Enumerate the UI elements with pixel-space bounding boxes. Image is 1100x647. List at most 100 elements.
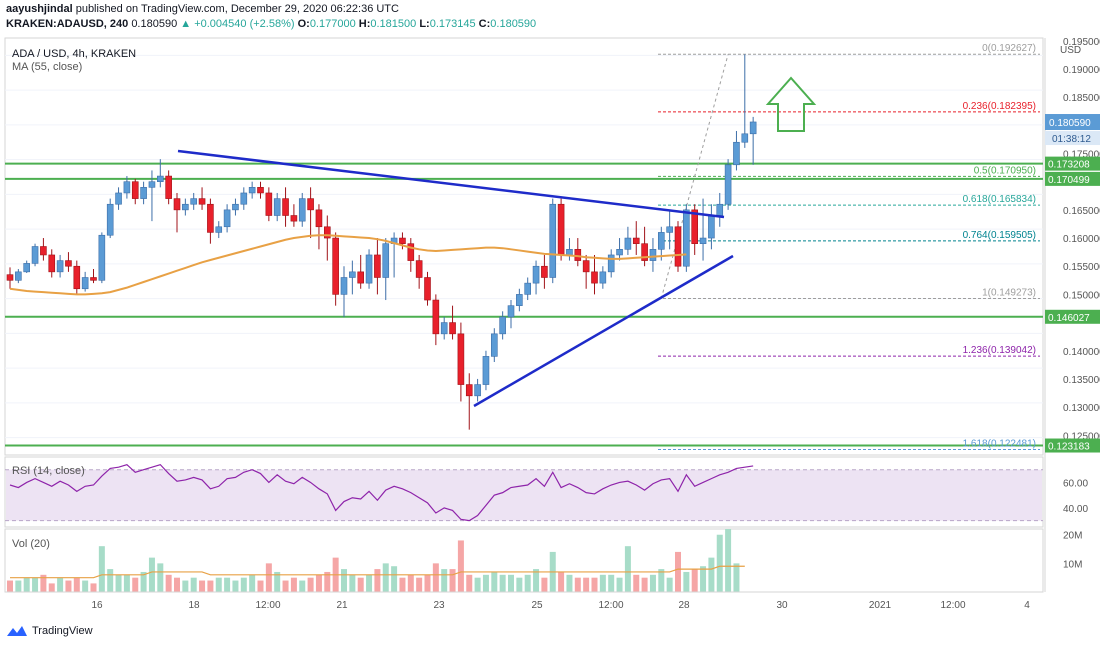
volume-bar [541, 577, 548, 592]
candle-body [173, 198, 181, 211]
candle-body [148, 181, 156, 188]
candle-body [649, 249, 657, 261]
volume-bar [57, 577, 64, 592]
volume-bar [624, 546, 631, 592]
volume-bar [666, 577, 673, 592]
legend-title: ADA / USD, 4h, KRAKEN [12, 48, 136, 60]
candle-body [641, 243, 648, 261]
level-price-label: 0.173208 [1048, 160, 1090, 171]
candle-body [549, 203, 557, 278]
volume-bar [725, 529, 732, 592]
candle-body [165, 175, 172, 199]
current-price-badge [1045, 114, 1100, 131]
volume-bar [232, 580, 239, 592]
candle-body [666, 226, 673, 233]
candle-body [624, 237, 632, 250]
candle-body [98, 234, 106, 281]
candle-body [490, 333, 498, 357]
time-tick-label: 12:00 [598, 600, 623, 611]
lower-trendline [473, 254, 734, 408]
candle-body [65, 260, 72, 267]
volume-bar [366, 574, 373, 592]
candle-body [457, 333, 465, 385]
volume-bar [257, 580, 264, 592]
candle-body [23, 263, 31, 273]
candle-body [140, 187, 147, 199]
volume-tick-label: 10M [1063, 559, 1082, 570]
candle-body [724, 164, 732, 205]
volume-bar [107, 569, 114, 592]
volume-bar [15, 580, 22, 592]
volume-bar [190, 577, 197, 592]
volume-bar [249, 574, 256, 592]
candle-body [340, 277, 348, 295]
candle-body [541, 265, 548, 278]
volume-bar [416, 577, 423, 592]
volume-bar [566, 574, 573, 592]
current-price-label: 0.180590 [1049, 118, 1091, 129]
rsi-tick-label: 40.00 [1063, 504, 1088, 515]
legend-vol: Vol (20) [12, 538, 50, 550]
candle-body [440, 322, 448, 335]
volume-bar [65, 580, 72, 592]
candle-body [290, 215, 298, 222]
volume-bar [491, 571, 498, 592]
volume-bar [148, 557, 155, 592]
candle-body [190, 198, 197, 205]
volume-bar [23, 577, 30, 592]
fib-level-label: 0.5(0.170950) [974, 165, 1036, 176]
countdown-badge [1045, 131, 1100, 146]
volume-bar [224, 577, 231, 592]
volume-bar [165, 574, 172, 592]
volume-bar [516, 577, 523, 592]
price-pane [4, 37, 1044, 456]
candle-body [607, 254, 615, 273]
open-label: O: [297, 18, 310, 30]
time-tick-label: 18 [188, 600, 200, 611]
volume-bar [215, 577, 222, 592]
candle-body [374, 254, 381, 278]
candle-body [407, 243, 415, 261]
fib-level-label: 1(0.149273) [982, 287, 1036, 298]
candle-body [449, 322, 456, 335]
candle-body [115, 192, 122, 205]
volume-bar [90, 583, 97, 592]
level-price-badge [1045, 438, 1100, 453]
candle-body [182, 203, 189, 211]
candle-body [332, 237, 339, 295]
candlestick-chart[interactable]: 0(0.192627) 0.236(0.182395) 0.5(0.170950) 0… [0, 0, 1100, 620]
volume-bar [299, 580, 306, 592]
author[interactable]: aayushjindal [6, 3, 73, 15]
candle-body [741, 133, 749, 143]
tradingview-footer[interactable]: TradingView [6, 624, 93, 638]
candle-body [365, 254, 373, 284]
candle-body [432, 299, 440, 335]
price-change: ▲ +0.004540 (+2.58%) [180, 18, 295, 30]
volume-bar [591, 577, 598, 592]
level-price-label: 0.123183 [1048, 442, 1090, 453]
volume-bar [324, 571, 331, 592]
candle-body [382, 243, 390, 278]
time-tick-label: 16 [91, 600, 103, 611]
volume-bar [399, 577, 406, 592]
fib-trend-line [660, 54, 729, 299]
candle-body [257, 187, 264, 194]
level-price-label: 0.146027 [1048, 313, 1090, 324]
candle-body [31, 246, 39, 264]
candle-body [157, 175, 164, 182]
volume-bar [48, 583, 55, 592]
candle-body [273, 198, 281, 216]
publish-header: aayushjindal published on TradingView.co… [6, 2, 399, 16]
volume-bar [307, 577, 314, 592]
volume-bar [391, 566, 398, 592]
volume-bar [533, 569, 540, 592]
volume-bar [449, 569, 456, 592]
volume-bar [457, 540, 464, 592]
candle-body [48, 254, 56, 273]
candle-body [424, 277, 431, 301]
volume-bar [508, 574, 514, 592]
candle-body [566, 249, 573, 256]
